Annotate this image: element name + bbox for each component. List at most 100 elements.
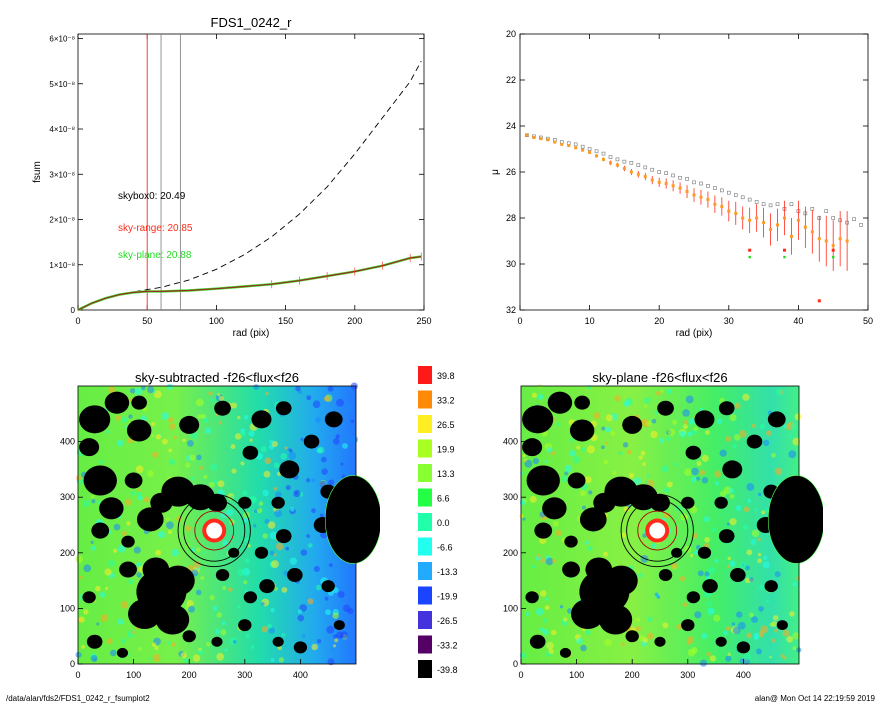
data-point [636, 172, 640, 176]
speckle [735, 505, 742, 512]
masked-source [272, 636, 284, 647]
speckle [264, 457, 272, 465]
speckle [771, 452, 776, 458]
colorbar-swatch [418, 439, 432, 458]
speckle [555, 529, 562, 537]
data-point [776, 223, 780, 227]
gray-point [657, 170, 661, 174]
speckle [249, 438, 253, 442]
speckle [656, 390, 661, 396]
image-left-title: sky-subtracted -f26<flux<f26 [135, 370, 299, 385]
speckle [270, 560, 279, 569]
speckle [212, 605, 218, 611]
speckle [729, 518, 737, 526]
speckle [100, 614, 109, 622]
speckle [152, 451, 159, 458]
speckle [300, 549, 308, 556]
speckle [240, 461, 245, 466]
masked-source [275, 529, 292, 544]
y-tick-label: 32 [506, 305, 516, 315]
masked-source [649, 493, 671, 512]
masked-source [293, 641, 308, 654]
speckle [99, 591, 106, 598]
speckle [739, 561, 747, 569]
colorbar-label: -6.6 [437, 543, 453, 553]
speckle [96, 500, 101, 505]
masked-source [333, 620, 345, 631]
speckle [621, 642, 625, 647]
speckle [166, 383, 174, 390]
speckle [315, 417, 321, 423]
speckle [519, 513, 524, 519]
speckle [350, 435, 358, 444]
galaxy-outline [767, 475, 823, 564]
speckle [687, 648, 696, 657]
speckle [759, 423, 766, 430]
speckle [273, 586, 278, 591]
x-tick-label: 0 [518, 670, 523, 680]
data-point [608, 161, 612, 165]
speckle [525, 611, 530, 616]
masked-source [142, 557, 170, 582]
masked-source [559, 647, 572, 658]
speckle [76, 475, 82, 481]
speckle [542, 618, 548, 623]
speckle [221, 621, 226, 625]
speckle [250, 645, 255, 649]
speckle [605, 426, 612, 433]
speckle [192, 654, 201, 662]
speckle [753, 632, 760, 640]
speckle [604, 638, 612, 647]
masked-source [86, 634, 103, 649]
speckle [227, 587, 233, 592]
speckle [301, 634, 306, 638]
gray-point [852, 217, 856, 221]
speckle [729, 414, 737, 422]
y-tick-label: 100 [60, 603, 75, 613]
speckle [736, 611, 743, 618]
speckle [151, 642, 157, 647]
masked-source [767, 411, 786, 428]
red-outlier-point [782, 248, 786, 252]
speckle [746, 549, 753, 556]
speckle [763, 439, 770, 447]
speckle [277, 645, 282, 651]
data-point [810, 230, 814, 234]
speckle [760, 625, 769, 634]
speckle [612, 471, 617, 475]
speckle [550, 450, 555, 456]
gray-point [587, 147, 592, 151]
speckle [587, 545, 593, 552]
speckle [732, 443, 737, 449]
speckle [640, 450, 646, 456]
speckle [166, 521, 174, 530]
speckle [347, 608, 354, 615]
speckle [709, 655, 717, 662]
speckle [109, 649, 117, 657]
data-point [824, 239, 828, 243]
speckle [199, 465, 204, 470]
masked-source [526, 465, 560, 496]
colorbar-swatch [418, 611, 432, 629]
speckle [701, 632, 708, 640]
y-tick-label: 26 [506, 167, 516, 177]
x-tick-label: 300 [680, 670, 695, 680]
speckle [603, 459, 609, 465]
gray-point [761, 202, 766, 206]
speckle [281, 633, 286, 638]
speckle [552, 558, 557, 564]
speckle [623, 400, 631, 408]
speckle [75, 555, 84, 563]
speckle [136, 491, 142, 497]
speckle [691, 476, 697, 483]
gray-point [629, 161, 634, 165]
masked-source [79, 405, 111, 434]
colorbar-swatch [418, 586, 432, 605]
image-frame [77, 385, 357, 665]
speckle [685, 395, 694, 404]
speckle [719, 490, 727, 497]
data-point [615, 163, 619, 167]
speckle [267, 521, 276, 529]
speckle [734, 402, 741, 409]
masked-source [91, 522, 110, 539]
